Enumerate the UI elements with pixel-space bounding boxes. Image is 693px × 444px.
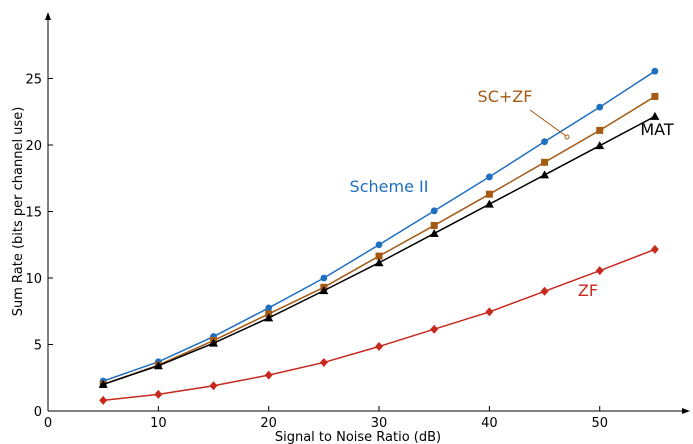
data-point (540, 170, 550, 179)
data-point (265, 304, 273, 312)
data-point (320, 274, 328, 282)
data-point (375, 252, 383, 260)
data-point (651, 92, 659, 100)
x-tick-label: 0 (44, 416, 52, 431)
series-layer (98, 67, 660, 405)
series-scheme-ii (99, 67, 659, 385)
data-point (430, 207, 438, 215)
series-zf (99, 244, 659, 405)
data-point (595, 266, 604, 276)
axes (45, 12, 690, 414)
x-tick-label: 50 (591, 416, 608, 431)
data-point (596, 126, 604, 134)
data-point (650, 111, 660, 120)
data-point (485, 307, 494, 317)
series-label-mat: MAT (640, 120, 674, 139)
data-point (651, 67, 659, 75)
series-line (102, 95, 656, 386)
data-point (541, 158, 549, 166)
data-point (541, 138, 548, 146)
y-tick-label: 5 (34, 339, 42, 354)
data-point (484, 199, 494, 208)
ticks: 0 10 20 30 40 50 0 5 10 15 20 25 (25, 73, 608, 432)
x-axis-title: Signal to Noise Ratio (dB) (275, 430, 441, 444)
data-point (319, 286, 329, 295)
data-point (430, 221, 438, 229)
y-tick-label: 25 (25, 73, 42, 88)
series-label-zf: ZF (578, 281, 598, 300)
data-point (429, 228, 439, 237)
data-point (154, 389, 163, 399)
y-axis-arrow (45, 12, 51, 20)
data-point (264, 370, 273, 380)
y-tick-label: 15 (25, 206, 42, 221)
data-point (264, 313, 274, 322)
data-point (485, 173, 493, 181)
sc-zf-leader-end (564, 134, 570, 140)
x-axis-arrow (682, 408, 690, 414)
series-label-scheme-ii: Scheme II (350, 177, 429, 196)
data-point (485, 190, 493, 198)
data-point (98, 379, 108, 388)
sc-zf-leader-line (529, 109, 567, 137)
y-axis-title: Sum Rate (bits per channel use) (11, 107, 26, 317)
series-line (103, 248, 656, 402)
data-point (153, 361, 163, 370)
data-point (596, 103, 604, 111)
x-tick-label: 30 (371, 416, 388, 431)
data-point (209, 338, 219, 347)
data-point (99, 395, 108, 405)
data-point (430, 324, 439, 334)
data-point (650, 244, 659, 254)
series-line (102, 70, 656, 382)
x-tick-label: 10 (150, 416, 167, 431)
series-mat (98, 111, 660, 388)
data-point (209, 381, 218, 391)
data-point (374, 258, 384, 267)
series-label-sc-zf: SC+ZF (478, 87, 533, 106)
y-tick-label: 20 (25, 139, 42, 154)
data-point (595, 141, 605, 150)
data-point (319, 357, 328, 367)
data-point (375, 341, 384, 351)
data-point (375, 241, 383, 249)
y-tick-label: 10 (25, 272, 42, 287)
y-tick-label: 0 (34, 405, 42, 420)
x-tick-label: 40 (481, 416, 498, 431)
x-tick-label: 20 (260, 416, 277, 431)
data-point (540, 286, 549, 296)
